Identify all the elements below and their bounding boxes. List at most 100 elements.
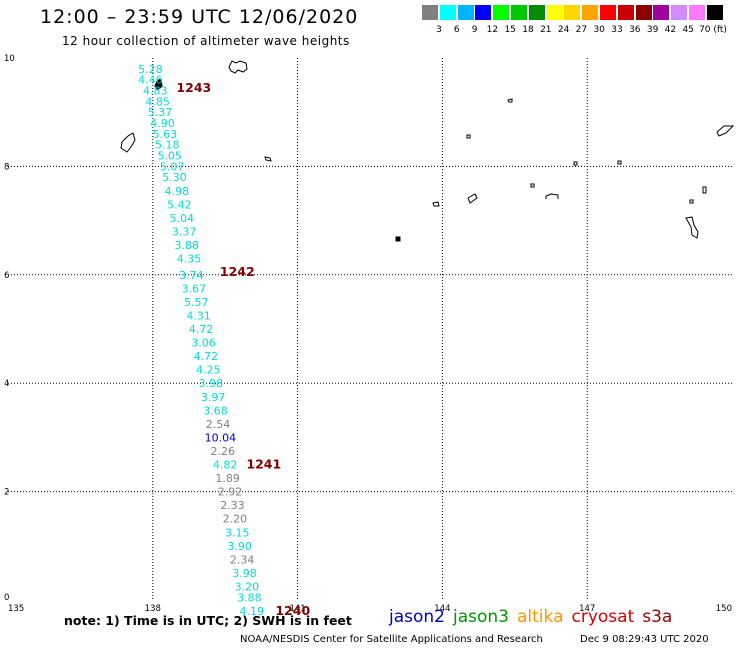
legend-label: 45 (682, 25, 694, 35)
legend-swatch (706, 5, 723, 20)
wave-height-point: 4.35 (177, 253, 202, 266)
wave-height-point: 3.37 (172, 225, 197, 238)
wave-height-point: 5.18 (155, 139, 180, 152)
y-tick-label: 8 (4, 162, 9, 172)
y-tick-label: 6 (4, 271, 9, 281)
axis-tick-labels: 135 138 141 144 147 150 10 8 6 4 2 0 (4, 54, 732, 614)
wave-height-points: 5.284.464.834.855.374.905.635.185.055.07… (138, 63, 264, 618)
x-tick-label: 147 (579, 604, 595, 614)
wave-height-point: 5.37 (148, 106, 173, 119)
legend-label: 24 (557, 25, 570, 35)
wave-height-point: 4.72 (194, 350, 219, 363)
map-subtitle: 12 hour collection of altimeter wave hei… (62, 34, 350, 48)
wave-height-point: 5.04 (170, 212, 195, 225)
legend-swatch (635, 5, 652, 20)
legend-swatch (475, 5, 492, 20)
wave-height-point: 2.33 (220, 499, 245, 512)
wave-height-point: 5.63 (153, 128, 178, 141)
legend-label: 33 (611, 25, 623, 35)
island-shape (530, 183, 535, 188)
legend-label: 30 (593, 25, 605, 35)
wave-height-point: 4.98 (165, 185, 190, 198)
wave-height-point: 3.06 (191, 337, 216, 350)
satellite-label-altika: altika (517, 607, 564, 627)
legend-swatch (546, 5, 563, 20)
x-tick-label: 144 (434, 604, 450, 614)
wave-height-point: 2.26 (211, 445, 236, 458)
satellite-label-jason2: jason2 (389, 607, 445, 627)
island-shape (702, 186, 707, 194)
legend-label: 36 (629, 25, 641, 35)
pass-number-label: 1243 (176, 80, 211, 95)
satellite-label-cryosat: cryosat (571, 607, 635, 627)
island-shape (573, 161, 578, 166)
wave-height-point: 4.90 (150, 117, 175, 130)
map-title: 12:00 – 23:59 UTC 12/06/2020 (40, 6, 359, 28)
islands (120, 60, 735, 242)
wave-height-point: 5.30 (162, 171, 187, 184)
pass-number-label: 1242 (220, 264, 255, 279)
legend-swatch (493, 5, 510, 20)
wave-height-point: 4.19 (239, 605, 264, 618)
x-tick-label: 150 (716, 604, 732, 614)
wave-height-point: 3.15 (225, 526, 250, 539)
legend-label: 39 (646, 25, 659, 35)
y-tick-label: 0 (4, 593, 9, 603)
wave-height-point: 4.25 (196, 364, 221, 377)
legend-label: 15 (504, 25, 516, 35)
wave-height-point: 5.57 (184, 296, 209, 309)
credit-line: NOAA/NESDIS Center for Satellite Applica… (240, 634, 543, 645)
wave-height-point: 5.07 (160, 160, 185, 173)
wave-height-point: 5.05 (157, 150, 182, 163)
x-tick-label: 135 (8, 604, 24, 614)
wave-height-point: 2.34 (230, 553, 255, 566)
wave-height-point: 4.83 (143, 85, 168, 98)
wave-height-point: 3.68 (203, 404, 228, 417)
legend-label: 18 (522, 25, 534, 35)
legend-swatch (617, 5, 634, 20)
wave-height-point: 4.46 (138, 74, 163, 87)
wave-height-point: 3.88 (237, 591, 262, 604)
wave-height-point: 5.42 (167, 198, 192, 211)
legend-swatch (671, 5, 688, 20)
island-shape (617, 160, 622, 165)
wave-height-point: 10.04 (205, 431, 237, 444)
legend-swatch (564, 5, 581, 20)
satellite-label-jason3: jason3 (453, 607, 509, 627)
legend-swatch (439, 5, 456, 20)
lat-lon-grid (8, 58, 732, 600)
island-shape (466, 134, 471, 139)
island-shape (467, 193, 478, 204)
satellite-legend: jason2 jason3 altika cryosat s3a (389, 607, 680, 627)
legend-swatch (457, 5, 474, 20)
wave-height-point: 3.98 (198, 377, 223, 390)
wave-height-point: 4.31 (186, 309, 211, 322)
legend-label: 70 (ft) (699, 25, 727, 35)
island-shape (395, 236, 401, 242)
legend-swatch (582, 5, 599, 20)
legend-swatch (422, 5, 438, 20)
footnote: note: 1) Time is in UTC; 2) SWH is in fe… (64, 613, 352, 628)
legend-swatch (511, 5, 527, 20)
island-shape (154, 78, 163, 91)
satellite-label-s3a: s3a (642, 607, 673, 627)
pass-number-label: 1241 (246, 457, 281, 472)
wave-height-point: 1.89 (215, 472, 240, 485)
wave-height-point: 3.97 (201, 391, 226, 404)
island-shape (264, 156, 272, 162)
pass-number-label: 1240 (275, 603, 310, 618)
legend-swatch (600, 5, 616, 20)
legend-label: 3 (436, 25, 442, 35)
wave-height-point: 3.88 (174, 239, 199, 252)
island-shape (716, 125, 735, 137)
island-shape (507, 98, 513, 103)
credit-timestamp: Dec 9 08:29:43 UTC 2020 (580, 634, 709, 645)
wave-height-point: 3.98 (232, 567, 257, 580)
y-tick-label: 4 (4, 379, 9, 389)
x-tick-label: 141 (289, 604, 305, 614)
y-tick-label: 10 (4, 54, 15, 64)
wave-height-point: 4.72 (189, 323, 214, 336)
island-shape (120, 132, 136, 153)
legend-swatch (689, 5, 705, 20)
